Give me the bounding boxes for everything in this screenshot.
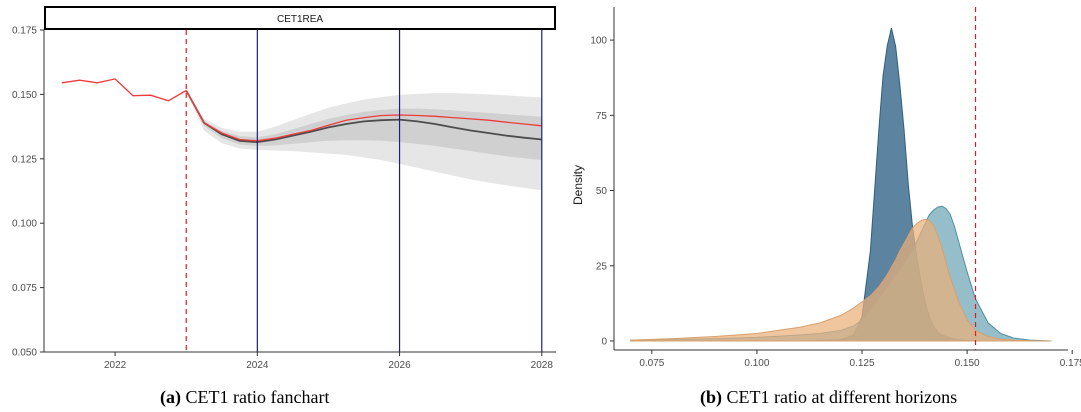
x-tick-label: 0.175 — [1060, 358, 1081, 369]
density-areas — [630, 27, 1052, 342]
caption-a-text: CET1 ratio fanchart — [185, 387, 330, 407]
panel-strip — [44, 6, 556, 30]
density-panel: 0 25 50 75 100 0.075 0.100 0.125 0.150 0.175 Den… — [571, 7, 1081, 369]
y-tick-label: 50 — [596, 186, 608, 197]
y-tick-label: 0.050 — [12, 348, 37, 359]
x-tick-label: 0.150 — [955, 358, 980, 369]
x-tick-label: 0.125 — [850, 358, 875, 369]
caption-a-label: (a) — [160, 387, 181, 407]
y-axis-title: Density — [571, 165, 585, 205]
x-tick-label: 0.075 — [639, 358, 664, 369]
y-tick-label: 100 — [590, 36, 607, 47]
x-axis-ticks: 2022 2024 2026 2028 — [104, 352, 553, 371]
y-tick-label: 75 — [596, 111, 608, 122]
caption-a: (a) CET1 ratio fanchart — [160, 387, 329, 408]
y-axis-ticks: 0.050 0.075 0.100 0.125 0.150 0.175 — [12, 26, 44, 359]
uncertainty-bands — [186, 90, 542, 191]
y-tick-label: 0.100 — [12, 219, 37, 230]
panel-strip-label: CET1REA — [277, 14, 323, 25]
x-axis-ticks: 0.075 0.100 0.125 0.150 0.175 — [639, 350, 1081, 369]
y-tick-label: 0.150 — [12, 90, 37, 101]
fanchart-panel: CET1REA 0.050 0.075 0.100 0.125 0.150 0.175 2… — [12, 6, 556, 371]
y-tick-label: 0.075 — [12, 283, 37, 294]
caption-b-text: CET1 ratio at different horizons — [726, 387, 958, 407]
y-tick-label: 25 — [596, 261, 608, 272]
x-tick-label: 2028 — [531, 360, 554, 371]
y-axis-ticks: 0 25 50 75 100 — [590, 36, 614, 347]
y-tick-label: 0.125 — [12, 154, 37, 165]
y-tick-label: 0 — [601, 336, 607, 347]
x-tick-label: 2024 — [246, 360, 269, 371]
red-forecast-line — [185, 90, 542, 142]
series-lines — [61, 78, 542, 144]
history-line — [61, 78, 187, 102]
inner-band — [186, 90, 542, 161]
caption-b-label: (b) — [700, 387, 722, 407]
density-area-2 — [630, 218, 1052, 342]
x-tick-label: 2026 — [388, 360, 411, 371]
x-tick-label: 2022 — [104, 360, 127, 371]
x-tick-label: 0.100 — [744, 358, 769, 369]
caption-b: (b) CET1 ratio at different horizons — [700, 387, 957, 408]
density-area-0 — [630, 27, 1052, 342]
median-forecast-line — [185, 90, 542, 144]
y-tick-label: 0.175 — [12, 26, 37, 37]
vertical-reference-lines — [185, 30, 543, 352]
